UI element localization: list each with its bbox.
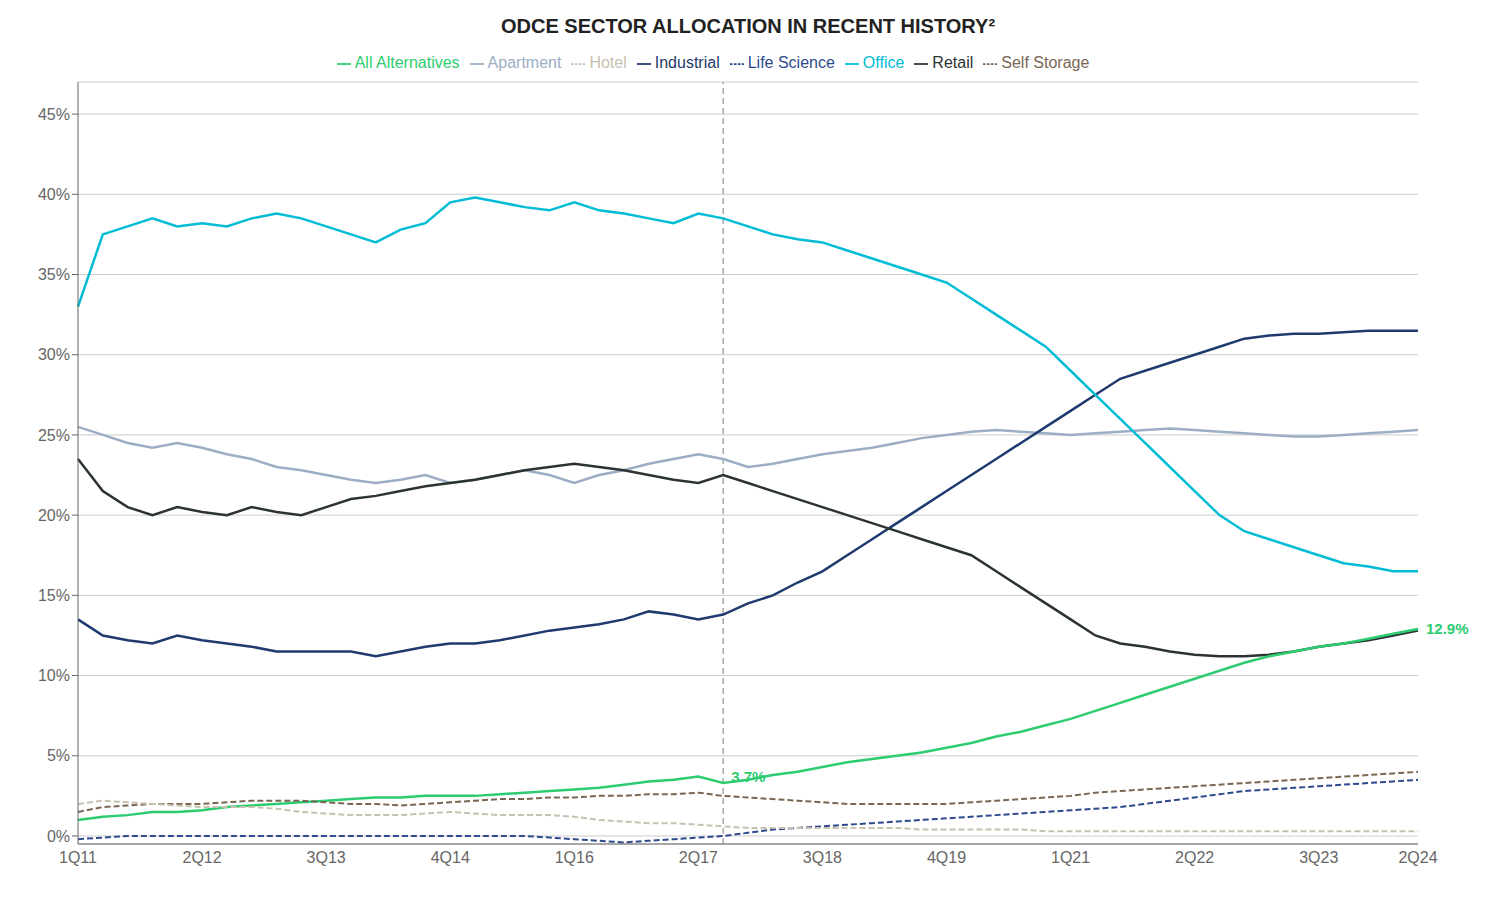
svg-text:4Q14: 4Q14 [431,849,470,866]
svg-text:10%: 10% [38,667,70,684]
svg-text:20%: 20% [38,507,70,524]
svg-text:25%: 25% [38,427,70,444]
svg-text:2Q22: 2Q22 [1175,849,1214,866]
html-text:Office: Office [862,54,905,71]
html-text:Apartment: Apartment [487,54,562,71]
svg-text:30%: 30% [38,346,70,363]
html-text:ODCE SECTOR ALLOCATION IN RECE: ODCE SECTOR ALLOCATION IN RECENT HISTORY… [501,15,995,37]
svg-text:35%: 35% [38,266,70,283]
svg-text:1Q11: 1Q11 [59,849,97,866]
html-text:All Alternatives: All Alternatives [354,54,460,71]
html-text:Hotel: Hotel [589,54,627,71]
svg-text:12.9%: 12.9% [1426,620,1469,637]
svg-text:15%: 15% [38,587,70,604]
svg-text:4Q19: 4Q19 [927,849,966,866]
svg-text:2Q12: 2Q12 [183,849,222,866]
html-text:Retail: Retail [932,54,974,71]
svg-text:3Q18: 3Q18 [803,849,842,866]
svg-text:1Q16: 1Q16 [555,849,594,866]
svg-text:2Q24: 2Q24 [1398,849,1437,866]
svg-text:0%: 0% [47,828,70,845]
svg-text:45%: 45% [38,106,70,123]
svg-text:5%: 5% [47,747,70,764]
svg-text:3Q23: 3Q23 [1299,849,1338,866]
svg-text:2Q17: 2Q17 [679,849,718,866]
svg-text:1Q21: 1Q21 [1051,849,1090,866]
svg-text:3Q13: 3Q13 [307,849,346,866]
html-text:Life Science: Life Science [747,54,835,71]
html-text:Industrial: Industrial [654,54,720,71]
html-text:Self Storage: Self Storage [1001,54,1090,71]
svg-text:3.7%: 3.7% [731,768,765,785]
svg-text:40%: 40% [38,186,70,203]
